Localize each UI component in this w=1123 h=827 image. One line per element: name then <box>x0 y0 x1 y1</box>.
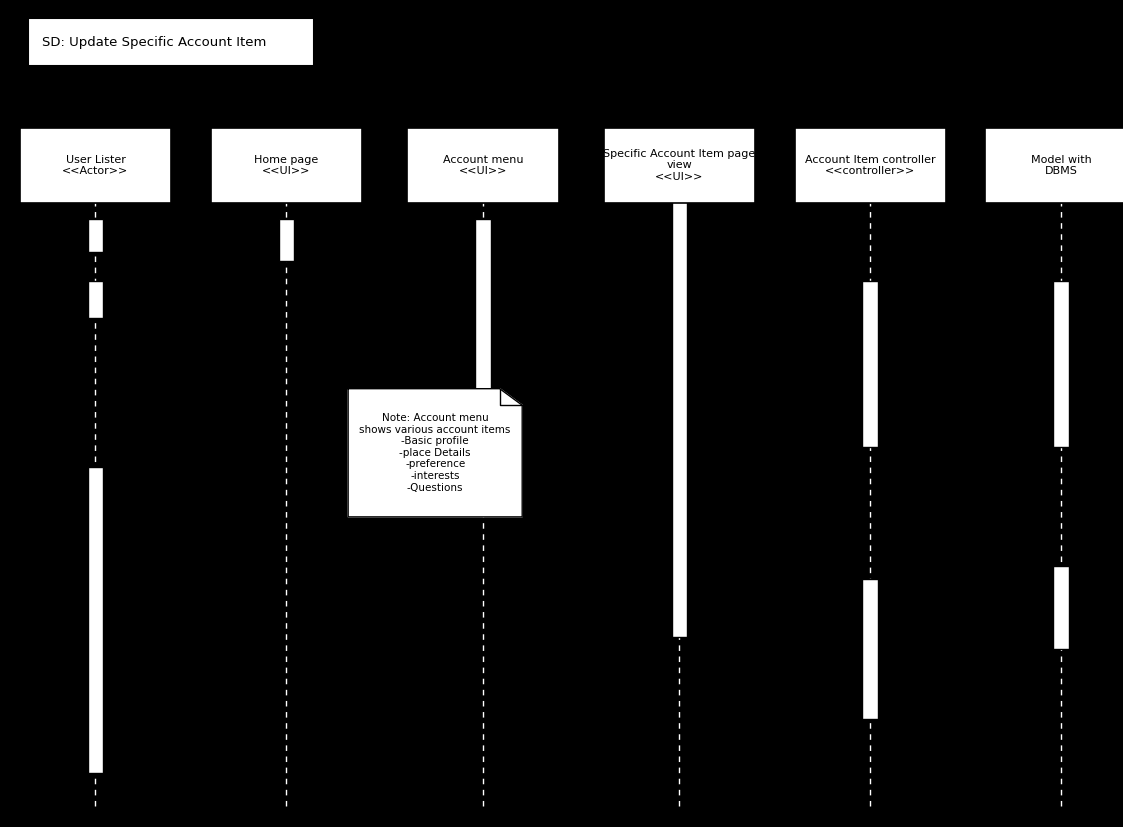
Bar <box>985 128 1123 203</box>
Bar <box>88 467 103 773</box>
Polygon shape <box>348 389 522 517</box>
Text: Specific Account Item page
view
<<UI>>: Specific Account Item page view <<UI>> <box>603 149 756 182</box>
Bar <box>88 219 103 252</box>
Text: Model with
DBMS: Model with DBMS <box>1031 155 1092 176</box>
Text: Note: Account menu
shows various account items
-Basic profile
-place Details
-pr: Note: Account menu shows various account… <box>359 413 511 493</box>
Text: SD: Update Specific Account Item: SD: Update Specific Account Item <box>42 36 266 49</box>
Bar <box>1053 566 1069 649</box>
Text: User Lister
<<Actor>>: User Lister <<Actor>> <box>63 155 128 176</box>
Bar <box>795 128 946 203</box>
Bar <box>475 219 491 500</box>
Bar <box>211 128 362 203</box>
Bar <box>407 128 559 203</box>
Text: Account menu
<<UI>>: Account menu <<UI>> <box>442 155 523 176</box>
Bar <box>88 281 103 318</box>
Bar <box>20 128 172 203</box>
Bar <box>862 579 878 719</box>
Bar <box>1053 281 1069 447</box>
Bar <box>672 149 687 637</box>
Bar <box>862 281 878 447</box>
Text: Account Item controller
<<controller>>: Account Item controller <<controller>> <box>805 155 935 176</box>
Bar <box>604 128 755 203</box>
Bar <box>28 18 314 66</box>
Text: Home page
<<UI>>: Home page <<UI>> <box>254 155 319 176</box>
Bar <box>279 219 294 261</box>
